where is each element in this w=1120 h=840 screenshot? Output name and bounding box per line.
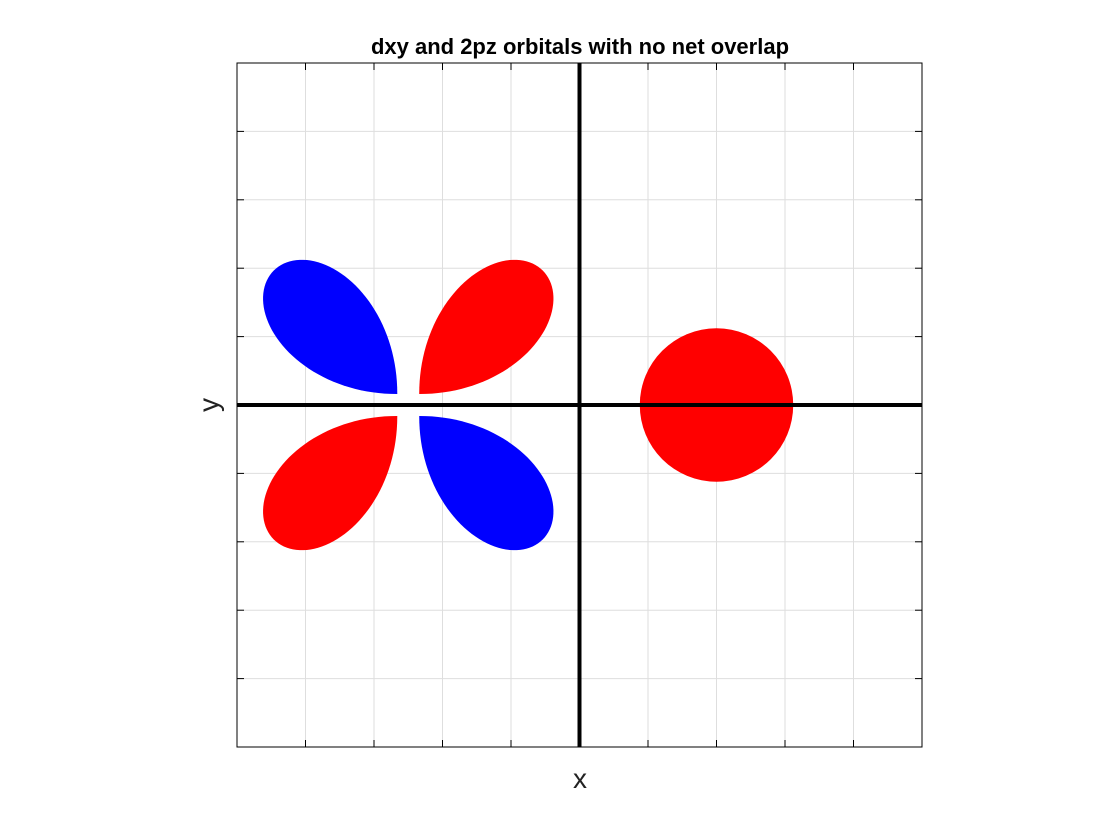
dxy-lobe-lower-left-positive	[263, 415, 398, 551]
x-axis-label: x	[573, 763, 587, 794]
tick-marks	[237, 63, 922, 747]
axes-frame	[236, 62, 923, 748]
chart-title: dxy and 2pz orbitals with no net overlap	[371, 34, 789, 59]
dxy-lobe-lower-right-negative	[419, 415, 554, 551]
plot-area	[236, 62, 923, 748]
y-axis-label: y	[193, 398, 224, 412]
coordinate-axes	[237, 63, 922, 747]
dxy-lobe-upper-left-negative	[263, 259, 398, 395]
dxy-lobe-upper-right-positive	[419, 259, 554, 395]
orbital-lobes	[263, 259, 794, 551]
